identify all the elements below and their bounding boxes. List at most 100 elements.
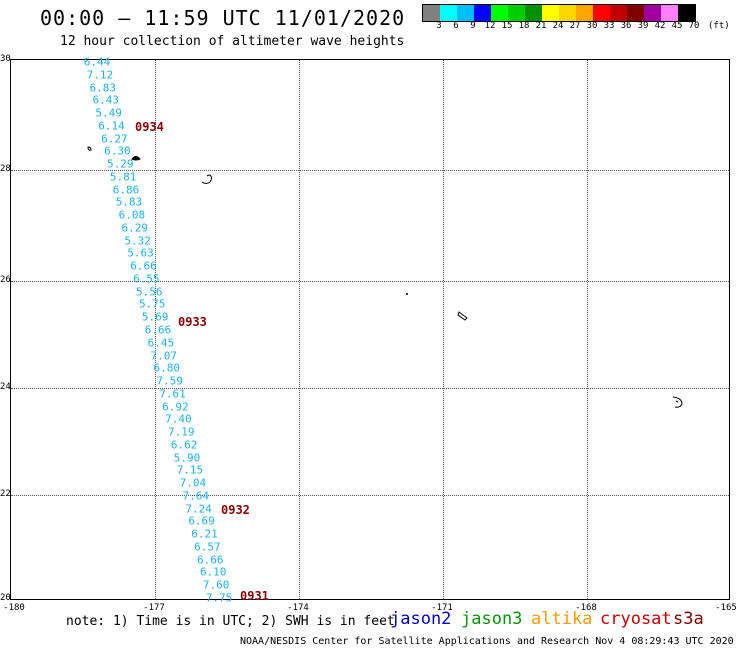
swh-reading: 7.61 [159,387,186,401]
island-shape [201,174,212,184]
swh-reading: 7.04 [179,476,207,490]
lat-label: 30 [0,54,11,64]
page-subtitle: 12 hour collection of altimeter wave hei… [60,34,405,49]
satellite-altika: altika [531,609,593,629]
legend-label: 12 [484,21,496,31]
satellite-cryosat: cryosat [600,609,672,629]
legend-swatch [457,5,474,21]
legend-label: 15 [501,21,513,31]
grid-line-lon [443,60,444,599]
island-shape [406,293,408,295]
swh-reading: 5.29 [106,157,134,171]
lon-label: -180 [3,603,25,613]
swh-reading: 6.66 [144,323,172,337]
swh-reading: 7.59 [156,374,183,388]
lat-label: 24 [0,382,11,392]
legend-swatch [474,5,491,21]
legend-label: 30 [586,21,598,31]
legend-swatch [440,5,457,21]
grid-line-lon [587,60,588,599]
swh-reading: 6.43 [92,93,119,107]
swh-reading: 6.08 [118,208,146,222]
swh-reading: 5.56 [136,285,163,299]
legend-swatch [491,5,508,21]
satellite-jason2: jason2 [390,609,452,629]
legend-swatch [627,5,644,21]
swh-reading: 6.55 [133,272,160,286]
legend-label: 36 [620,21,632,31]
grid-line-lat [11,170,729,171]
island-shape [457,311,468,321]
swh-reading: 6.83 [89,81,117,95]
swh-reading: 5.69 [141,310,169,324]
legend-label: 6 [453,21,459,31]
footer-note: note: 1) Time is in UTC; 2) SWH is in fe… [66,614,395,629]
lat-label: 22 [0,489,11,499]
legend-swatch [508,5,525,21]
lon-label: -165 [715,603,737,613]
legend-label: 39 [637,21,649,31]
grid-line-lon [155,60,156,599]
swh-reading: 7.60 [202,578,230,592]
legend-label: 70 [688,21,700,31]
swh-reading: 5.32 [124,234,151,248]
satellite-s3a: s3a [673,609,704,629]
legend-swatch [576,5,593,21]
swh-reading: 7.07 [150,349,178,363]
island-shape [672,396,683,408]
swh-reading: 5.83 [115,195,143,209]
grid-line-lon [299,60,300,599]
swh-reading: 6.21 [191,527,218,541]
swh-reading: 6.27 [101,132,128,146]
legend-swatch [593,5,610,21]
swh-reading: 7.24 [185,502,212,516]
legend-label: 3 [436,21,442,31]
legend-unit: (ft) [708,21,730,31]
legend-swatch [610,5,627,21]
pass-time-label: 0934 [135,120,164,134]
credit-line: NOAA/NESDIS Center for Satellite Applica… [240,636,734,647]
swh-reading: 6.45 [147,336,175,350]
swh-reading: 6.69 [188,514,215,528]
color-scale-labels: 3 6 9 12 15 18 21 24 27 30 33 36 39 42 45 70 [422,21,740,33]
legend-label: 24 [552,21,564,31]
legend-swatch [559,5,576,21]
legend-label: 9 [470,21,476,31]
legend-label: 45 [671,21,683,31]
legend-swatch [644,5,661,21]
lon-label: -171 [431,603,453,613]
swh-reading: 6.80 [153,361,180,375]
lat-label: 28 [0,164,11,174]
swh-reading: 6.66 [130,259,157,273]
page-title: 00:00 – 11:59 UTC 11/01/2020 [40,6,406,30]
swh-reading: 7.15 [176,463,204,477]
legend-swatch [525,5,542,21]
swh-reading: 5.90 [173,451,201,465]
grid-line-lat [11,388,729,389]
grid-line-lat [11,495,729,496]
swh-reading: 7.12 [86,68,114,82]
legend-label: 18 [518,21,530,31]
island-shape [87,146,92,151]
swh-reading: 7.75 [205,591,233,605]
satellite-jason3: jason3 [461,609,523,629]
swh-reading: 7.64 [182,489,210,503]
legend-swatch [678,5,695,21]
lon-label: -174 [287,603,309,613]
swh-reading: 6.92 [162,400,189,414]
pass-time-label: 0931 [240,589,269,603]
swh-reading: 7.40 [165,412,192,426]
swh-reading: 6.14 [98,119,125,133]
legend-label: 42 [654,21,666,31]
map-frame [10,59,730,600]
legend-label: 21 [535,21,547,31]
grid-line-lat [11,281,729,282]
color-scale-legend [422,4,696,22]
swh-reading: 6.44 [83,55,111,69]
lat-label: 26 [0,275,11,285]
legend-swatch [423,5,440,21]
swh-reading: 6.62 [170,438,198,452]
swh-reading: 5.49 [95,106,122,120]
legend-label: 33 [603,21,615,31]
swh-reading: 5.75 [138,297,166,311]
